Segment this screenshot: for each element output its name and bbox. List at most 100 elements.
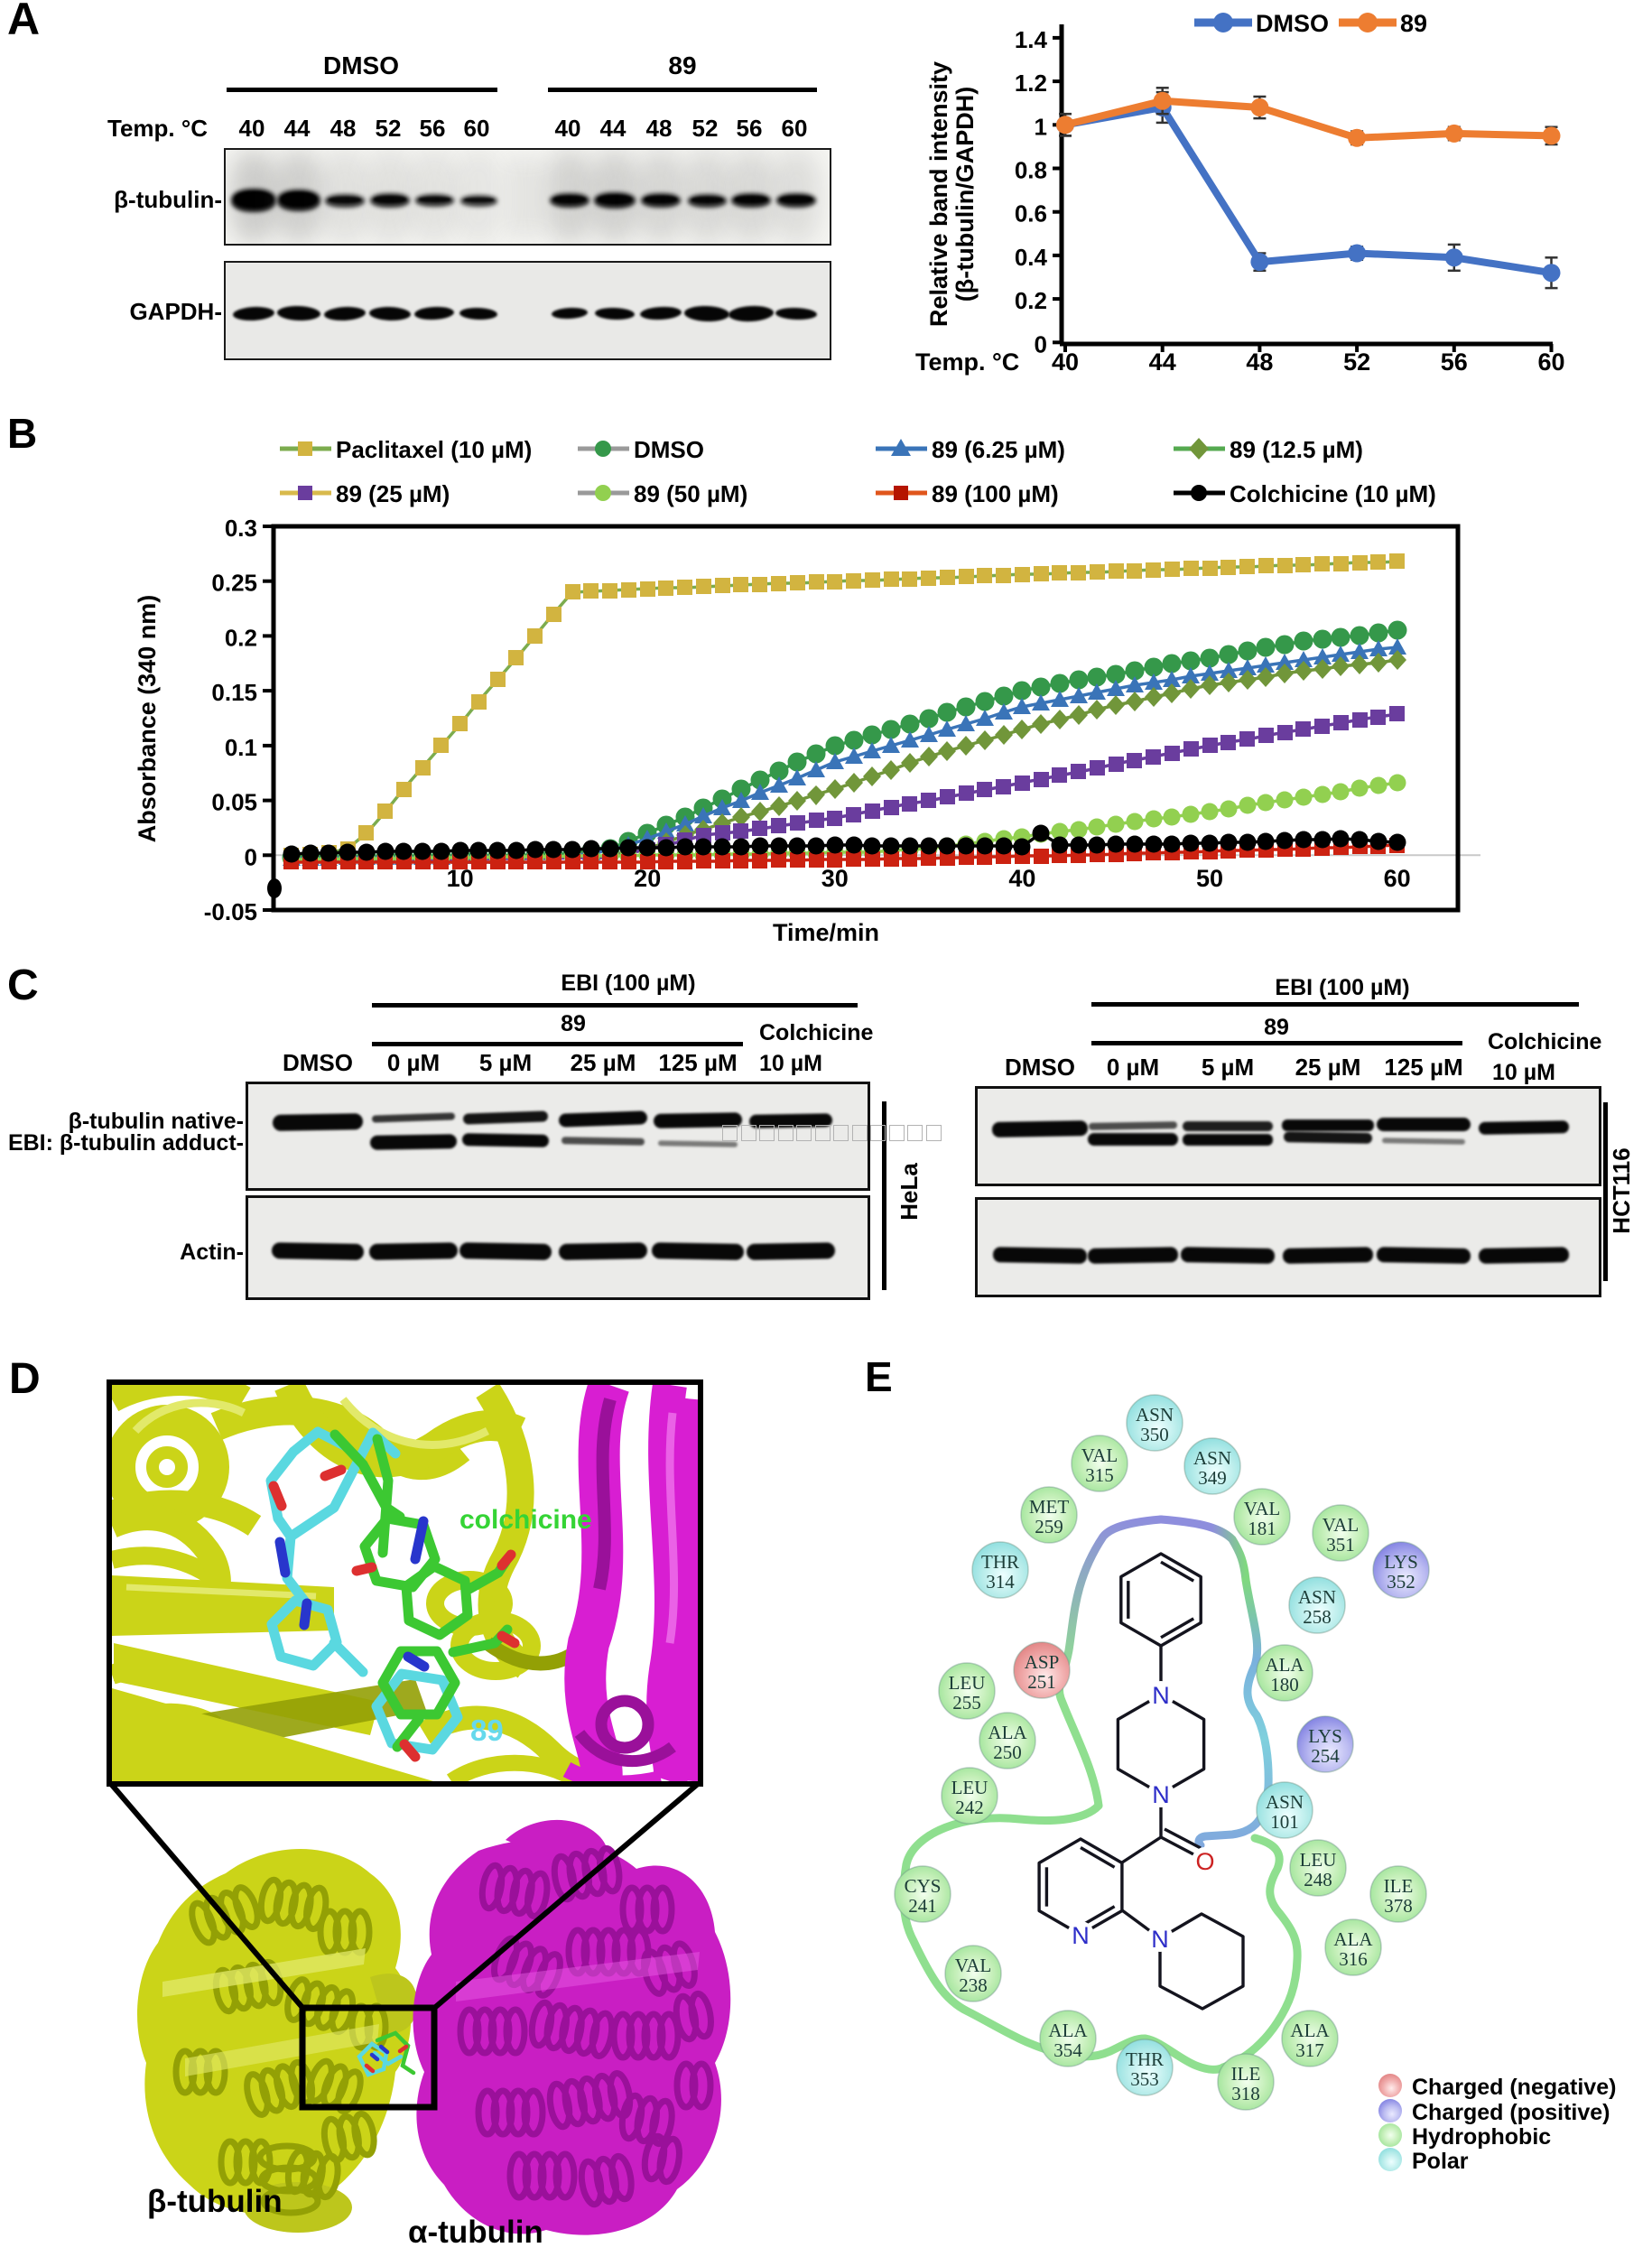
svg-text:0.6: 0.6	[1015, 200, 1047, 228]
svg-text:ILE: ILE	[1384, 1875, 1414, 1897]
svg-text:Polar: Polar	[1412, 2149, 1469, 2174]
svg-text:Temp. °C: Temp. °C	[915, 348, 1019, 376]
svg-text:0.3: 0.3	[225, 515, 257, 542]
svg-text:40: 40	[1052, 348, 1079, 376]
svg-text:α-tubulin: α-tubulin	[408, 2215, 543, 2250]
svg-text:180: 180	[1270, 1674, 1299, 1695]
svg-text:30: 30	[821, 865, 849, 892]
svg-text:0.8: 0.8	[1015, 157, 1047, 184]
svg-text:LEU: LEU	[1300, 1849, 1337, 1871]
svg-text:LYS: LYS	[1308, 1725, 1342, 1747]
svg-text:LYS: LYS	[1384, 1551, 1418, 1573]
svg-text:242: 242	[955, 1797, 984, 1818]
svg-text:ALA: ALA	[1290, 2020, 1330, 2041]
svg-text:349: 349	[1198, 1467, 1227, 1489]
svg-text:E: E	[865, 1353, 893, 1400]
svg-text:89 (50 µM): 89 (50 µM)	[634, 480, 747, 507]
svg-text:89 (25 µM): 89 (25 µM)	[336, 480, 450, 507]
svg-text:378: 378	[1384, 1895, 1413, 1917]
svg-text:318: 318	[1231, 2083, 1260, 2104]
svg-text:N: N	[1152, 1682, 1170, 1709]
svg-text:259: 259	[1035, 1516, 1063, 1537]
svg-text:89 (6.25 µM): 89 (6.25 µM)	[932, 436, 1065, 463]
svg-text:1.4: 1.4	[1015, 26, 1048, 53]
svg-text:351: 351	[1326, 1534, 1355, 1556]
svg-text:248: 248	[1304, 1869, 1332, 1890]
svg-text:60: 60	[1384, 865, 1411, 892]
svg-text:N: N	[1152, 1781, 1170, 1808]
svg-text:89: 89	[1400, 10, 1427, 37]
svg-text:250: 250	[993, 1742, 1022, 1763]
svg-text:44: 44	[1149, 348, 1176, 376]
svg-text:LEU: LEU	[951, 1777, 988, 1798]
svg-text:O: O	[1195, 1848, 1214, 1875]
svg-text:CYS: CYS	[905, 1875, 942, 1897]
svg-text:0.4: 0.4	[1015, 244, 1048, 271]
svg-text:101: 101	[1270, 1811, 1299, 1833]
svg-text:89: 89	[470, 1714, 504, 1747]
svg-text:ASP: ASP	[1025, 1651, 1060, 1673]
svg-text:N: N	[1072, 1922, 1090, 1949]
svg-text:1.2: 1.2	[1015, 70, 1047, 97]
svg-text:0.15: 0.15	[211, 679, 257, 706]
svg-text:ASN: ASN	[1193, 1447, 1231, 1469]
svg-text:Hydrophobic: Hydrophobic	[1412, 2124, 1551, 2150]
svg-text:0.2: 0.2	[225, 624, 257, 651]
svg-text:254: 254	[1311, 1745, 1340, 1767]
svg-text:colchicine: colchicine	[459, 1505, 592, 1535]
svg-text:ALA: ALA	[1265, 1654, 1304, 1676]
svg-text:56: 56	[1441, 348, 1468, 376]
svg-text:317: 317	[1295, 2039, 1324, 2061]
svg-text:LEU: LEU	[949, 1672, 986, 1694]
svg-text:Paclitaxel (10 µM): Paclitaxel (10 µM)	[336, 436, 532, 463]
svg-text:D: D	[9, 1355, 41, 1403]
svg-text:0.25: 0.25	[211, 570, 257, 597]
svg-text:ASN: ASN	[1266, 1791, 1304, 1813]
svg-text:52: 52	[1343, 348, 1370, 376]
svg-text:60: 60	[1537, 348, 1564, 376]
svg-text:N: N	[1151, 1926, 1169, 1953]
svg-text:ALA: ALA	[1333, 1928, 1373, 1950]
svg-text:Time/min: Time/min	[773, 919, 879, 946]
svg-text:350: 350	[1140, 1424, 1169, 1445]
svg-text:Charged (positive): Charged (positive)	[1412, 2100, 1610, 2125]
svg-text:Absorbance (340 nm): Absorbance (340 nm)	[134, 595, 161, 843]
svg-text:MET: MET	[1029, 1496, 1070, 1518]
svg-text:DMSO: DMSO	[1256, 10, 1329, 37]
svg-text:238: 238	[959, 1974, 988, 1996]
svg-text:352: 352	[1387, 1571, 1415, 1593]
svg-text:89 (100 µM): 89 (100 µM)	[932, 480, 1059, 507]
svg-text:354: 354	[1053, 2039, 1082, 2061]
svg-text:THR: THR	[981, 1551, 1019, 1573]
svg-text:VAL: VAL	[1081, 1444, 1118, 1466]
svg-text:DMSO: DMSO	[634, 436, 704, 463]
svg-text:ILE: ILE	[1231, 2063, 1261, 2085]
svg-text:(β-tubulin/GAPDH): (β-tubulin/GAPDH)	[951, 87, 979, 302]
svg-text:0.2: 0.2	[1015, 287, 1047, 314]
svg-text:-0.05: -0.05	[204, 898, 257, 925]
svg-text:50: 50	[1196, 865, 1223, 892]
svg-text:255: 255	[952, 1692, 981, 1714]
svg-text:0: 0	[1035, 330, 1047, 358]
svg-text:VAL: VAL	[1323, 1514, 1359, 1536]
svg-text:Colchicine (10 µM): Colchicine (10 µM)	[1230, 480, 1436, 507]
svg-text:353: 353	[1130, 2068, 1159, 2090]
svg-text:ASN: ASN	[1136, 1404, 1174, 1426]
svg-text:Charged (negative): Charged (negative)	[1412, 2075, 1616, 2100]
svg-text:ALA: ALA	[988, 1722, 1027, 1743]
svg-text:β-tubulin: β-tubulin	[147, 2184, 283, 2219]
svg-text:1: 1	[1035, 113, 1047, 140]
svg-text:0.1: 0.1	[225, 734, 257, 761]
svg-text:241: 241	[908, 1895, 937, 1917]
svg-text:0.05: 0.05	[211, 789, 257, 816]
svg-text:48: 48	[1246, 348, 1273, 376]
svg-text:B: B	[7, 410, 37, 457]
svg-text:181: 181	[1248, 1518, 1276, 1539]
svg-text:89 (12.5 µM): 89 (12.5 µM)	[1230, 436, 1363, 463]
svg-text:ASN: ASN	[1298, 1586, 1336, 1608]
svg-text:315: 315	[1085, 1464, 1114, 1486]
svg-text:THR: THR	[1126, 2048, 1164, 2070]
svg-text:Relative band intensity: Relative band intensity	[925, 61, 952, 327]
svg-text:ALA: ALA	[1048, 2020, 1088, 2041]
svg-text:40: 40	[1008, 865, 1035, 892]
